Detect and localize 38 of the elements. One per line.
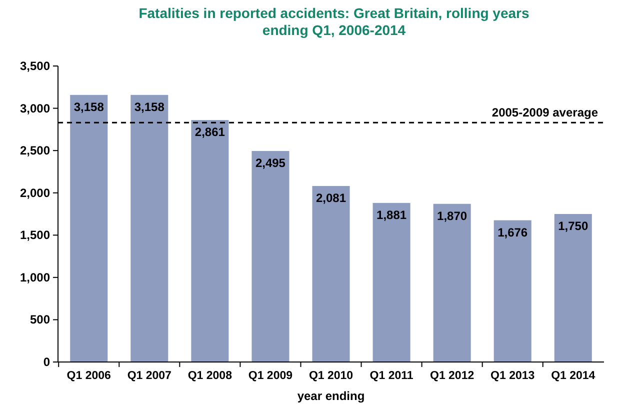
x-tick-label: Q1 2006 [66, 370, 111, 382]
bar [130, 94, 168, 362]
y-tick-label: 2,500 [20, 144, 50, 158]
x-axis-title: year ending [297, 389, 365, 403]
bar [252, 150, 290, 362]
data-label: 2,495 [255, 156, 286, 170]
data-label: 1,750 [558, 219, 588, 233]
y-tick-label: 3,500 [20, 59, 50, 73]
x-tick-label: Q1 2012 [430, 370, 474, 382]
x-tick-label: Q1 2010 [308, 370, 354, 382]
x-tick-label: Q1 2013 [490, 370, 535, 382]
bar [312, 186, 350, 362]
x-tick-label: Q1 2009 [248, 370, 293, 382]
data-label: 1,881 [376, 208, 407, 222]
x-tick-label: Q1 2014 [551, 370, 596, 382]
bar [433, 204, 471, 362]
x-tick-label: Q1 2011 [370, 370, 414, 382]
x-tick-label: Q1 2008 [188, 370, 233, 382]
data-label: 3,158 [74, 100, 104, 114]
data-label: 1,676 [498, 225, 528, 240]
ref-line-label: 2005-2009 average [492, 106, 598, 120]
data-label: 1,870 [437, 208, 468, 223]
data-label: 3,158 [134, 100, 165, 114]
y-tick-label: 2,000 [20, 186, 50, 200]
bar [70, 94, 108, 362]
y-tick-label: 3,000 [20, 101, 50, 116]
data-label: 2,081 [316, 191, 346, 206]
bar [191, 120, 229, 362]
bar [494, 220, 532, 362]
bar [554, 214, 592, 362]
chart-title: Fatalities in reported accidents: Great Britain, rolling years ending Q1, 2006-2014 [138, 5, 530, 38]
data-label: 2,861 [194, 125, 226, 140]
y-tick-label: 0 [43, 355, 50, 369]
y-tick-label: 1,500 [20, 228, 50, 242]
y-tick-label: 1,000 [20, 270, 50, 284]
x-tick-label: Q1 2007 [127, 370, 172, 382]
bar [372, 202, 410, 362]
y-tick-label: 500 [30, 312, 50, 327]
